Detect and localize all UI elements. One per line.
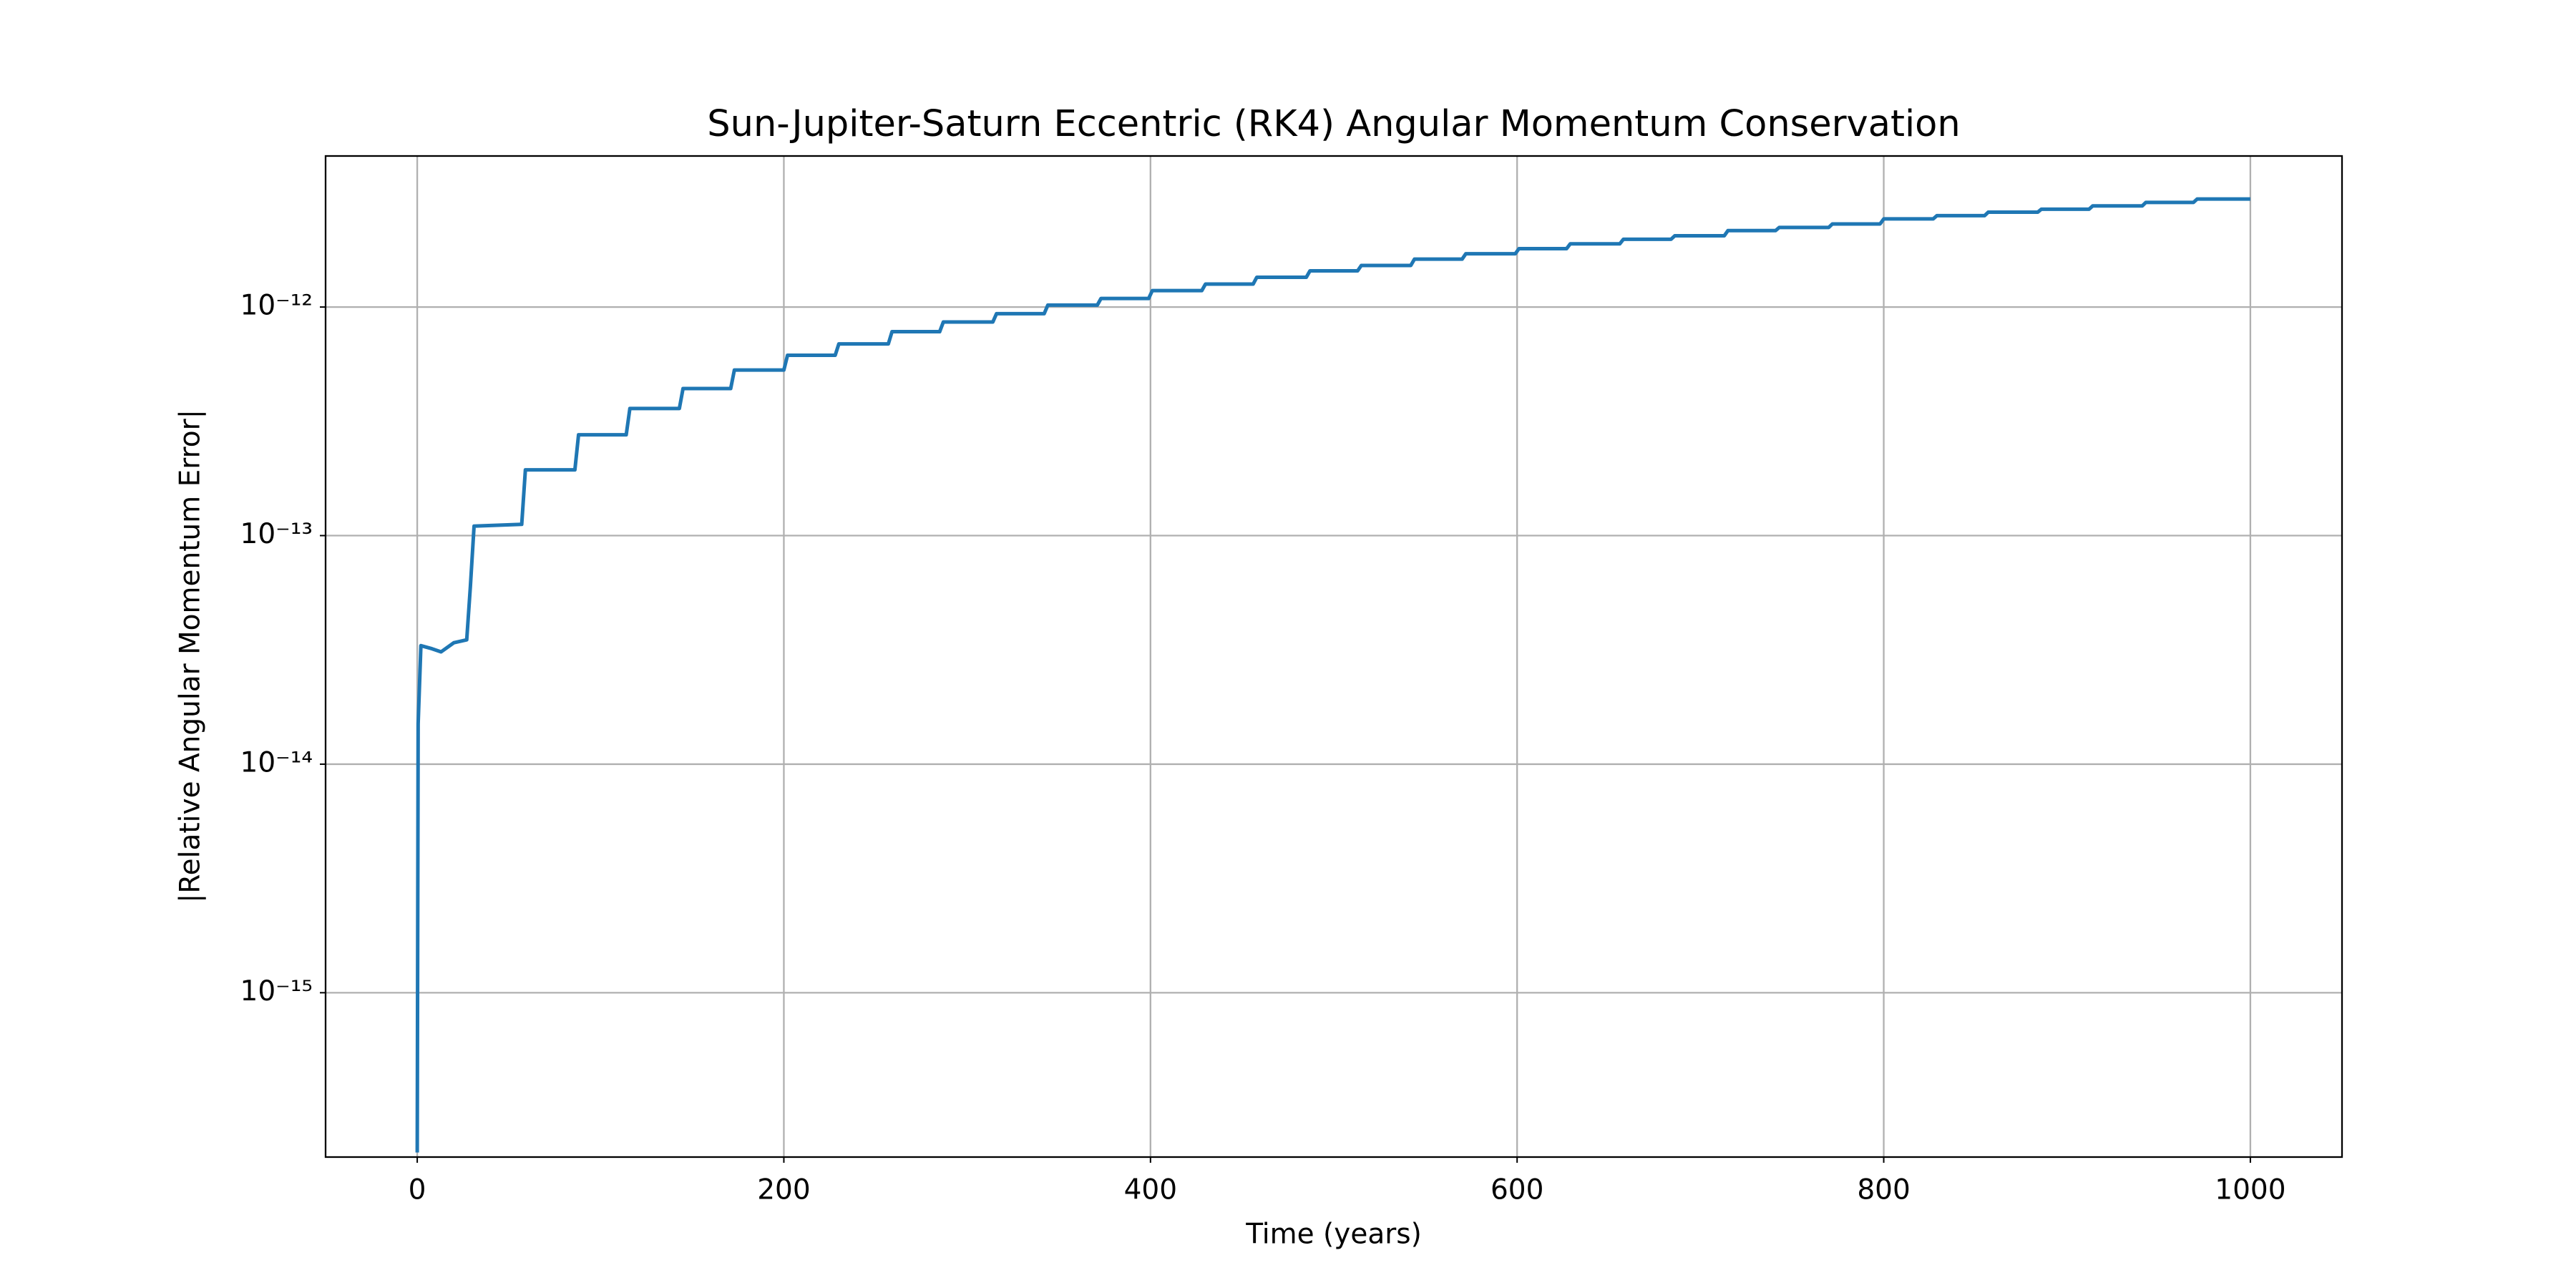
y-tick-label: 10⁻¹⁴ — [240, 746, 313, 779]
x-axis-label: Time (years) — [1245, 1219, 1422, 1251]
x-tick-label: 1000 — [2215, 1174, 2285, 1206]
x-tick-label: 600 — [1491, 1174, 1543, 1206]
y-tick-label: 10⁻¹⁵ — [240, 975, 313, 1008]
chart-title: Sun-Jupiter-Saturn Eccentric (RK4) Angul… — [707, 103, 1960, 145]
plot-frame — [324, 155, 2343, 1158]
x-tick-label: 400 — [1124, 1174, 1177, 1206]
x-tick-label: 0 — [409, 1174, 426, 1206]
y-axis-label: |Relative Angular Momentum Error| — [175, 409, 207, 903]
y-tick-label: 10⁻¹³ — [240, 518, 313, 550]
x-tick-label: 200 — [757, 1174, 810, 1206]
data-line — [415, 197, 2250, 1153]
y-tick-label: 10⁻¹² — [240, 290, 313, 322]
x-tick-label: 800 — [1857, 1174, 1910, 1206]
